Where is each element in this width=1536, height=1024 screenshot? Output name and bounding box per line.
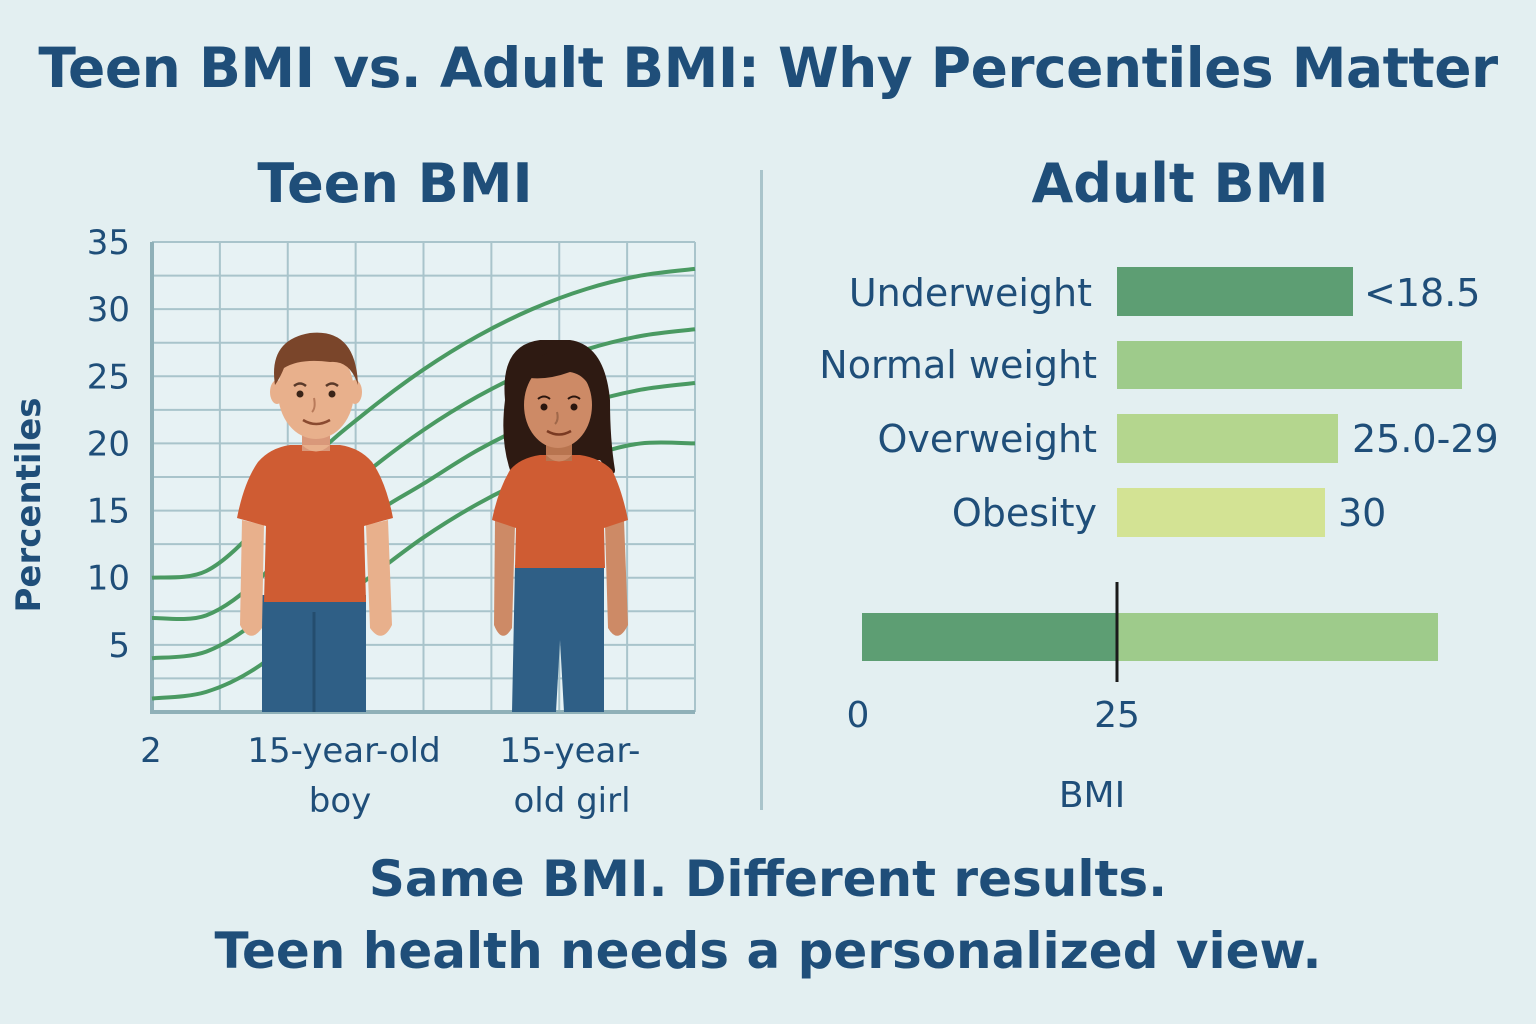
girl-label-line-1: 15-year- <box>500 731 641 771</box>
bar-value-obesity: 30 <box>1338 491 1386 535</box>
bmi-scale-high-segment <box>1118 613 1438 661</box>
teen-bmi-title: Teen BMI <box>257 152 533 215</box>
footer-line-2: Teen health needs a personalized view. <box>214 922 1322 980</box>
bmi-scale-tick-25: 25 <box>1094 695 1140 736</box>
panel-divider <box>760 170 763 810</box>
page-title: Teen BMI vs. Adult BMI: Why Percentiles … <box>38 36 1498 100</box>
bar-underweight <box>1117 267 1353 316</box>
teen-y-tick-25: 25 <box>87 357 130 397</box>
bar-normal-weight <box>1117 341 1462 389</box>
bmi-scale-label: BMI <box>1059 775 1125 816</box>
bar-label-underweight: Underweight <box>849 271 1092 315</box>
girl-right-arm <box>605 520 628 636</box>
girl-left-arm <box>494 520 515 636</box>
girl-hair-front <box>521 350 597 405</box>
boy-label-line-1: 15-year-old <box>247 731 440 771</box>
bar-row-normal-weight: Normal weight <box>819 341 1462 389</box>
footer-line-1: Same BMI. Different results. <box>368 850 1168 908</box>
teen-y-tick-30: 30 <box>87 290 130 330</box>
teen-y-tick-15: 15 <box>87 492 130 532</box>
boy-left-arm <box>240 520 264 636</box>
bar-row-obesity: Obesity 30 <box>952 488 1386 537</box>
teen-y-ticks: 35 30 25 20 15 10 5 <box>87 223 130 666</box>
boy-right-arm <box>366 520 392 636</box>
adult-bmi-chart: Underweight <18.5 Normal weight Overweig… <box>819 267 1499 816</box>
bar-obesity <box>1117 488 1325 537</box>
bmi-scale: 0 25 BMI <box>847 582 1438 816</box>
adult-bmi-title: Adult BMI <box>1031 152 1329 215</box>
bmi-scale-tick-0: 0 <box>847 695 870 736</box>
teen-y-axis-label: Percentiles <box>9 397 49 612</box>
teen-girl-illustration <box>492 340 628 712</box>
bar-row-overweight: Overweight 25.0-29 <box>877 414 1499 463</box>
girl-label-line-2: old girl <box>513 781 630 821</box>
boy-face <box>278 345 354 439</box>
boy-label-line-2: boy <box>309 781 372 821</box>
bar-overweight <box>1117 414 1338 463</box>
bar-value-underweight: <18.5 <box>1364 271 1480 315</box>
teen-x-tick-start: 2 <box>140 731 162 771</box>
bar-label-normal-weight: Normal weight <box>819 343 1097 387</box>
teen-y-tick-20: 20 <box>87 424 130 464</box>
girl-face <box>524 362 592 448</box>
bar-value-overweight: 25.0-29 <box>1352 417 1499 461</box>
boy-shirt <box>237 445 393 602</box>
teen-y-tick-5: 5 <box>108 626 130 666</box>
boy-hair <box>274 332 358 385</box>
girl-pants <box>512 565 604 712</box>
bar-label-obesity: Obesity <box>952 491 1097 535</box>
teen-y-tick-35: 35 <box>87 223 130 263</box>
girl-shirt <box>492 455 628 568</box>
teen-boy-illustration <box>237 332 393 712</box>
bar-row-underweight: Underweight <18.5 <box>849 267 1480 316</box>
bar-label-overweight: Overweight <box>877 417 1097 461</box>
bmi-scale-low-segment <box>862 613 1118 661</box>
teen-y-tick-10: 10 <box>87 559 130 599</box>
